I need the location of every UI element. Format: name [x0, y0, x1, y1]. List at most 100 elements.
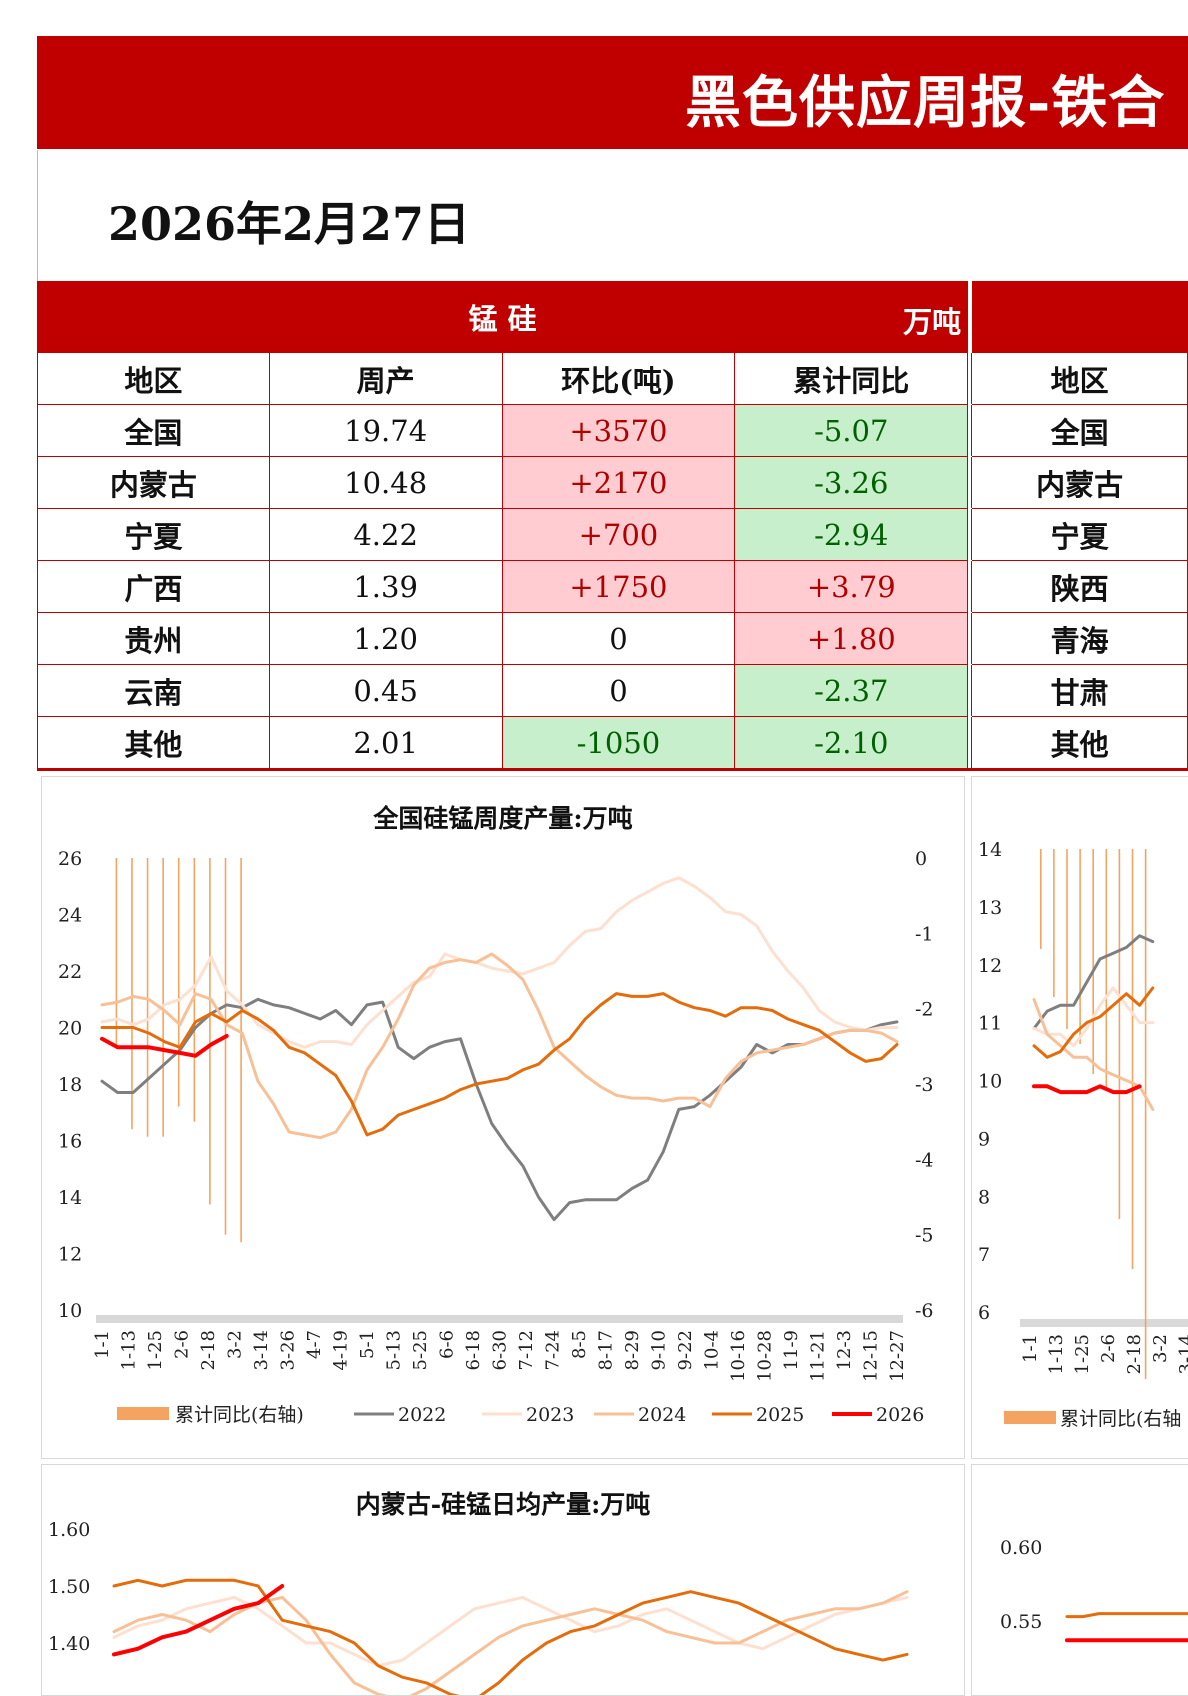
cell-region: 全国 — [37, 404, 270, 457]
ytd-bar — [162, 858, 164, 1137]
cell-ytd: +1.80 — [734, 612, 969, 665]
cell-region: 宁夏 — [37, 508, 270, 561]
ytd-bar — [240, 858, 242, 1243]
cell-ytd: -5.07 — [734, 404, 969, 457]
y-tick-label: 11 — [978, 1013, 1002, 1035]
x-tick-label: 2-18 — [1124, 1334, 1145, 1374]
cell-region: 其他 — [37, 716, 270, 769]
x-tick-label: 2-6 — [1098, 1334, 1119, 1363]
ytd-bar — [1118, 849, 1121, 1219]
table-section-header: 锰 硅 万吨 — [36, 281, 969, 353]
series-line-2025 — [112, 1578, 909, 1695]
series-line-2024 — [112, 1590, 909, 1695]
cell-region: 云南 — [37, 664, 270, 717]
x-tick-label: 7-24 — [543, 1330, 564, 1370]
cell-wow: 0 — [501, 664, 736, 717]
y-tick-label: 12 — [58, 1244, 82, 1266]
x-tick-label: 8-17 — [596, 1330, 617, 1370]
x-tick-label: 12-3 — [834, 1330, 855, 1370]
ytd-bar — [177, 858, 180, 1107]
x-tick-label: 3-14 — [251, 1330, 272, 1370]
cell-region: 贵州 — [37, 612, 270, 665]
y-tick-label: 18 — [58, 1074, 82, 1096]
y-tick-label: 8 — [978, 1186, 990, 1208]
ytd-bar — [1079, 849, 1081, 1044]
cell-ytd: -2.37 — [734, 664, 969, 717]
cell-region-2: 青海 — [971, 612, 1188, 665]
ytd-bar — [1053, 849, 1055, 997]
chart-panel-ningxia-daily: 0.60 0.55 — [971, 1464, 1188, 1696]
ytd-bar — [1092, 849, 1094, 1074]
series-line-2023 — [1032, 986, 1155, 1048]
y-tick-label: 10 — [58, 1300, 82, 1322]
x-tick-label: 9-10 — [649, 1330, 670, 1370]
cell-ytd: -3.26 — [734, 456, 969, 509]
y-tick-label: 22 — [58, 961, 82, 983]
report-banner: 黑色供应周报-铁合 — [37, 36, 1188, 149]
inner-mongolia-daily-chart: 1.60 1.50 1.40 — [48, 1519, 909, 1695]
ningxia-daily-chart: 0.60 0.55 — [1000, 1537, 1188, 1643]
manganese-silicon-table: 锰 硅 万吨 地区 周产 环比(吨) 累计同比 地区 全国 19.74 +3570-… — [36, 281, 1188, 769]
cell-weekly: 1.39 — [268, 560, 503, 613]
x-tick-label: 3-2 — [1150, 1334, 1171, 1363]
cell-region-2: 甘肃 — [971, 664, 1188, 717]
ytd-bar — [131, 858, 133, 1130]
cell-region-2: 全国 — [971, 404, 1188, 457]
x-tick-label: 9-22 — [675, 1330, 696, 1370]
x-tick-label: 7-12 — [516, 1330, 537, 1370]
x-tick-label: 4-7 — [304, 1330, 325, 1359]
cell-region: 内蒙古 — [37, 456, 270, 509]
ytd-bar — [115, 858, 118, 1047]
x-tick-label: 11-21 — [808, 1330, 829, 1382]
chart-title: 内蒙古-硅锰日均产量:万吨 — [355, 1490, 651, 1519]
date-box: 2026年2月27日 — [37, 150, 1188, 281]
cell-weekly: 0.45 — [268, 664, 503, 717]
series-line-2026 — [112, 1584, 285, 1657]
y2-tick-label: -4 — [915, 1149, 934, 1171]
x-tick-label: 12-27 — [887, 1330, 908, 1382]
y-tick-label: 6 — [978, 1302, 990, 1324]
y2-tick-label: -5 — [915, 1225, 934, 1247]
x-tick-label: 1-25 — [1072, 1334, 1093, 1374]
unit-label: 万吨 — [903, 305, 962, 339]
legend-label: 累计同比(右轴) — [175, 1404, 304, 1426]
legend-swatch — [117, 1407, 169, 1420]
x-tick-label: 3-14 — [1176, 1334, 1188, 1374]
col-header-region-2: 地区 — [971, 352, 1188, 405]
y2-tick-label: -6 — [915, 1300, 934, 1322]
series-line-2024 — [100, 952, 899, 1140]
cell-weekly: 2.01 — [268, 716, 503, 769]
y-tick-label: 20 — [58, 1018, 82, 1040]
x-tick-label: 5-1 — [357, 1330, 378, 1359]
cell-wow: 0 — [501, 612, 736, 665]
y-tick-label: 7 — [978, 1244, 990, 1266]
col-header-wow: 环比(吨) — [501, 352, 736, 405]
section-name: 锰 硅 — [468, 302, 537, 336]
series-line-2026 — [1032, 1084, 1142, 1095]
national-output-chart: 26 24 22 20 18 16 14 12 10 0 -1 -2 -3 -4 -5 -6 1-1 1-13 1-… — [58, 848, 934, 1426]
col-header-weekly: 周产 — [268, 352, 503, 405]
legend-label: 2022 — [398, 1404, 446, 1426]
cell-wow: +700 — [501, 508, 736, 561]
chart-panel-inner-mongolia-daily: 内蒙古-硅锰日均产量:万吨 1.60 1.50 1.40 — [41, 1464, 965, 1696]
table-row: 广西 1.39 +1750 +3.79 陕西 — [37, 560, 1188, 613]
y-tick-label: 0.55 — [1000, 1611, 1042, 1633]
cell-weekly: 4.22 — [268, 508, 503, 561]
y-tick-label: 16 — [58, 1131, 82, 1153]
x-tick-label: 6-30 — [490, 1330, 511, 1370]
table-row: 云南 0.45 0 -2.37 甘肃 — [37, 664, 1188, 717]
cell-wow: -1050 — [501, 716, 736, 769]
table-row: 内蒙古 10.48 +2170 -3.26 内蒙古 — [37, 456, 1188, 509]
ytd-bar — [1131, 849, 1134, 1269]
x-tick-label: 12-15 — [861, 1330, 882, 1382]
cell-ytd: -2.94 — [734, 508, 969, 561]
cell-wow: +1750 — [501, 560, 736, 613]
cell-weekly: 10.48 — [268, 456, 503, 509]
x-axis-band — [96, 1315, 903, 1323]
series-line-2025 — [1032, 986, 1155, 1059]
table-bottom-rule — [37, 768, 1188, 771]
y-tick-label: 1.50 — [48, 1576, 90, 1598]
x-tick-label: 8-29 — [622, 1330, 643, 1370]
y-tick-label: 14 — [58, 1187, 82, 1209]
series-line-2025 — [1065, 1612, 1188, 1619]
